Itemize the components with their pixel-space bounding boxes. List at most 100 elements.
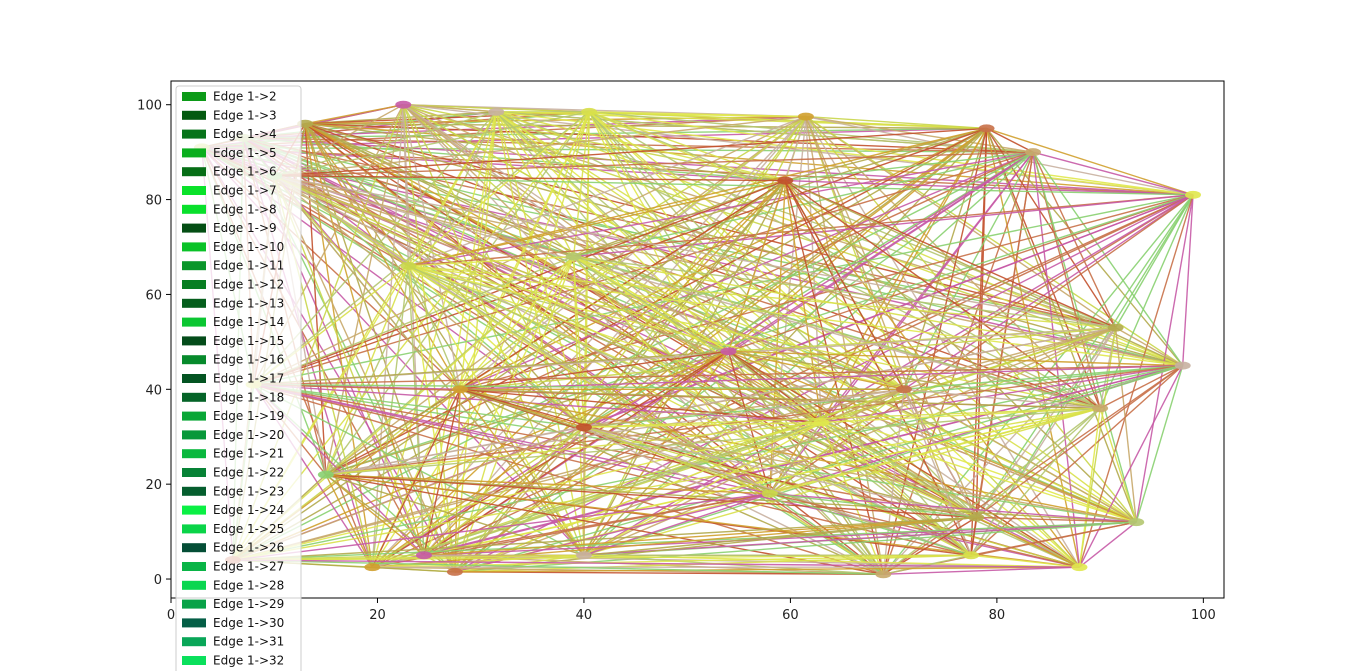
edge-25-27 [769, 492, 977, 519]
edge-5-32 [454, 111, 497, 572]
edge-6-14 [572, 111, 590, 257]
legend-swatch-2 [182, 92, 206, 101]
edge-16-35 [232, 350, 729, 561]
edge-25-33 [769, 493, 884, 575]
edge-12-23 [273, 175, 585, 428]
edge-18-29 [253, 383, 585, 556]
legend: Edge 1->2 Edge 1->3 Edge 1->4 Edge 1->5 Edge… [175, 85, 302, 671]
edge-15-17 [1115, 327, 1184, 367]
edge-8-31 [371, 127, 987, 568]
legend-label-15: Edge 1->15 [213, 334, 284, 348]
edge-7-17 [805, 115, 1184, 367]
edge-17-26 [1135, 365, 1184, 523]
legend-swatch-31 [182, 637, 206, 647]
x-tick-label-80: 80 [989, 608, 1006, 623]
edge-6-15 [588, 111, 1116, 329]
edge-22-23 [583, 421, 822, 428]
legend-swatch-21 [182, 449, 206, 459]
edge-18-20 [253, 383, 904, 391]
legend-swatch-20 [182, 430, 206, 440]
edge-20-34 [903, 388, 1080, 568]
legend-swatch-23 [182, 486, 206, 496]
legend-swatch-5 [182, 148, 206, 158]
edge-4-24 [325, 104, 404, 475]
x-tick-label-40: 40 [576, 608, 593, 623]
legend-swatch-15 [182, 336, 206, 346]
legend-label-16: Edge 1->16 [213, 353, 284, 367]
edge-17-19 [460, 364, 1183, 391]
legend-label-5: Edge 1->5 [213, 146, 277, 160]
edge-24-25 [325, 473, 770, 495]
legend-swatch-10 [182, 242, 206, 252]
node-21 [1092, 404, 1109, 413]
legend-label-6: Edge 1->6 [213, 165, 277, 179]
edge-8-34 [985, 128, 1081, 568]
legend-label-12: Edge 1->12 [213, 278, 284, 292]
legend-label-2: Edge 1->2 [213, 90, 277, 104]
edge-9-13 [408, 151, 1034, 267]
edge-30-33 [883, 554, 972, 575]
edge-16-24 [325, 350, 729, 476]
edge-22-27 [821, 421, 977, 518]
edge-8-15 [985, 128, 1117, 329]
edge-17-21 [1099, 364, 1184, 409]
edge-11-15 [784, 179, 1116, 329]
edge-7-24 [325, 116, 807, 476]
edge-14-15 [573, 255, 1116, 329]
axes-layer: 0 20 40 60 80 100 0 20 40 60 80 100 [137, 99, 1216, 623]
edge-6-8 [589, 111, 987, 130]
edge-11-22 [784, 180, 823, 423]
edge-7-34 [805, 116, 1081, 568]
node-14 [565, 252, 582, 261]
edge-23-27 [583, 426, 977, 519]
legend-swatch-4 [182, 129, 206, 139]
edge-21-27 [975, 407, 1101, 518]
edge-27-30 [970, 517, 977, 556]
edge-33-34 [883, 566, 1080, 575]
edge-10-12 [274, 175, 1194, 196]
legend-label-26: Edge 1->26 [213, 541, 284, 555]
legend-swatch-8 [182, 204, 206, 214]
node-13 [400, 261, 417, 270]
edge-21-35 [232, 407, 1101, 561]
edge-14-20 [573, 255, 905, 390]
edge-9-34 [1032, 152, 1081, 568]
edge-21-34 [1078, 408, 1101, 568]
edge-8-17 [986, 127, 1184, 367]
edge-8-26 [985, 128, 1137, 523]
edge-7-18 [253, 115, 807, 386]
edge-8-12 [274, 127, 987, 177]
edge-7-15 [805, 115, 1116, 329]
edge-17-22 [821, 364, 1183, 424]
edge-20-26 [903, 388, 1137, 523]
edge-21-29 [583, 407, 1101, 556]
legend-box [175, 85, 302, 671]
legend-label-20: Edge 1->20 [213, 428, 284, 442]
edge-8-9 [986, 127, 1034, 153]
edge-8-13 [408, 127, 987, 267]
legend-label-31: Edge 1->31 [213, 635, 284, 649]
node-32 [446, 567, 463, 576]
legend-swatch-6 [182, 167, 206, 177]
x-tick-label-100: 100 [1191, 608, 1216, 623]
node-17 [1174, 361, 1191, 370]
edge-9-10 [1032, 151, 1194, 196]
node-33 [875, 570, 892, 579]
edge-5-12 [274, 111, 497, 177]
edge-15-20 [903, 326, 1116, 390]
edge-27-34 [975, 516, 1080, 568]
node-9 [1025, 148, 1042, 157]
edge-14-19 [459, 256, 575, 390]
edge-5-20 [495, 111, 905, 390]
edge-27-28 [423, 516, 977, 557]
legend-label-3: Edge 1->3 [213, 108, 277, 122]
edge-14-17 [573, 255, 1183, 367]
legend-label-13: Edge 1->13 [213, 296, 284, 310]
edge-13-16 [408, 265, 729, 353]
edge-30-34 [970, 554, 1080, 568]
edge-2-21 [243, 137, 1101, 409]
node-8 [978, 124, 995, 133]
edge-2-8 [243, 127, 987, 139]
edge-9-35 [232, 151, 1034, 561]
